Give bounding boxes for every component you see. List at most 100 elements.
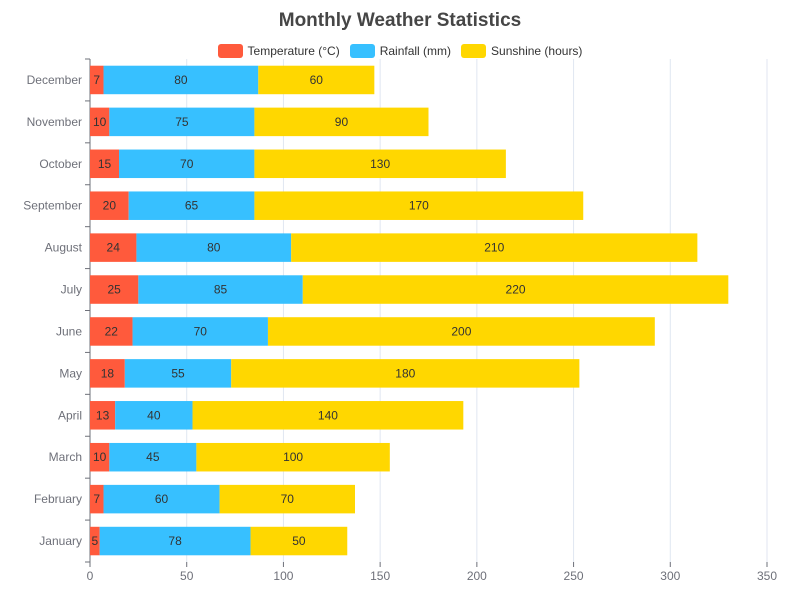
bar-data-label: 24 <box>107 241 121 255</box>
bar-data-label: 40 <box>147 408 161 422</box>
bar-data-label: 85 <box>214 283 228 297</box>
bar-data-label: 10 <box>93 115 107 129</box>
bar-segment <box>90 107 110 137</box>
bar-segment <box>90 442 110 472</box>
bar-segment <box>99 526 251 556</box>
y-tick-label: October <box>39 157 82 171</box>
bar-segment <box>90 191 129 220</box>
y-tick-label: March <box>49 450 82 464</box>
bar-data-label: 65 <box>185 199 199 213</box>
y-tick-label: February <box>34 492 82 506</box>
bar-segment <box>115 401 193 430</box>
bar-data-label: 55 <box>171 366 185 380</box>
chart-title: Monthly Weather Statistics <box>278 10 522 31</box>
y-tick-label: May <box>59 366 82 380</box>
bar-data-label: 78 <box>168 534 182 548</box>
bar-segment <box>192 401 464 430</box>
legend-item-sunshine[interactable]: Sunshine (hours) <box>461 42 582 60</box>
bar-data-label: 200 <box>451 324 471 338</box>
bar-segment <box>90 359 125 388</box>
bar-data-label: 170 <box>409 199 429 213</box>
bar-data-label: 25 <box>107 283 121 297</box>
bar-data-label: 220 <box>506 283 526 297</box>
bar-data-label: 15 <box>98 157 112 171</box>
bar-segment <box>90 149 120 179</box>
x-tick-label: 300 <box>660 569 680 583</box>
bar-segment <box>128 191 255 220</box>
bar-segment <box>250 526 348 556</box>
bar-data-label: 180 <box>395 366 415 380</box>
bar-segment <box>90 275 139 304</box>
bar-data-label: 100 <box>283 450 303 464</box>
bar-segment <box>291 233 698 262</box>
legend-item-rainfall[interactable]: Rainfall (mm) <box>349 42 452 60</box>
bar-data-label: 140 <box>318 408 338 422</box>
bar-data-label: 90 <box>335 115 349 129</box>
bar-data-label: 5 <box>91 534 98 548</box>
bar-segment <box>103 484 220 514</box>
y-tick-label: December <box>27 73 82 87</box>
x-tick-label: 150 <box>370 569 390 583</box>
y-tick-label: November <box>27 115 82 129</box>
bar-segment <box>132 317 268 346</box>
legend-item-temperature[interactable]: Temperature (°C) <box>217 42 340 60</box>
legend-label-rainfall: Rainfall (mm) <box>379 44 452 58</box>
legend-label-sunshine: Sunshine (hours) <box>491 44 583 58</box>
bar-segment <box>254 149 506 179</box>
legend-swatch-temperature <box>217 44 243 58</box>
bar-segment <box>267 317 655 346</box>
bar-data-label: 80 <box>174 73 188 87</box>
bar-data-label: 210 <box>484 241 504 255</box>
y-tick-label: April <box>58 408 82 422</box>
bar-segment <box>124 359 232 388</box>
bar-segment <box>109 442 197 472</box>
legend: Temperature (°C) Rainfall (mm) Sunshine … <box>0 42 800 60</box>
bar-segment <box>258 65 375 95</box>
bar-segment <box>136 233 292 262</box>
bar-data-label: 60 <box>310 73 324 87</box>
bar-segment <box>90 526 100 556</box>
legend-swatch-rainfall <box>349 44 375 58</box>
bar-segment <box>103 65 259 95</box>
bar-data-label: 20 <box>103 199 117 213</box>
bar-data-label: 7 <box>93 73 100 87</box>
bar-segment <box>138 275 303 304</box>
bar-data-label: 130 <box>370 157 390 171</box>
bar-data-label: 18 <box>101 366 115 380</box>
x-tick-label: 50 <box>180 569 194 583</box>
bar-segment <box>90 401 116 430</box>
y-tick-label: June <box>56 324 82 338</box>
bar-data-label: 22 <box>105 324 119 338</box>
x-tick-label: 350 <box>757 569 777 583</box>
bar-data-label: 70 <box>194 324 208 338</box>
x-tick-label: 200 <box>467 569 487 583</box>
bar-data-label: 13 <box>96 408 110 422</box>
y-tick-label: July <box>61 283 82 297</box>
bar-segment <box>119 149 255 179</box>
bar-segment <box>90 233 137 262</box>
x-tick-label: 0 <box>87 569 94 583</box>
bar-data-label: 75 <box>175 115 189 129</box>
bar-data-label: 70 <box>281 492 295 506</box>
bar-data-label: 10 <box>93 450 107 464</box>
bar-data-label: 70 <box>180 157 194 171</box>
x-tick-label: 100 <box>273 569 293 583</box>
bar-segment <box>231 359 580 388</box>
bar-data-label: 60 <box>155 492 169 506</box>
bar-segment <box>196 442 390 472</box>
y-tick-label: August <box>45 241 83 255</box>
bar-data-label: 80 <box>207 241 221 255</box>
bar-data-label: 7 <box>93 492 100 506</box>
bar-segment <box>90 65 104 95</box>
bar-segment <box>302 275 729 304</box>
bar-segment <box>254 107 429 137</box>
legend-swatch-sunshine <box>461 44 487 58</box>
x-tick-label: 250 <box>564 569 584 583</box>
bar-data-label: 45 <box>146 450 160 464</box>
bar-segment <box>109 107 255 137</box>
bar-segment <box>219 484 355 514</box>
bar-segment <box>90 317 133 346</box>
y-tick-label: September <box>23 199 82 213</box>
